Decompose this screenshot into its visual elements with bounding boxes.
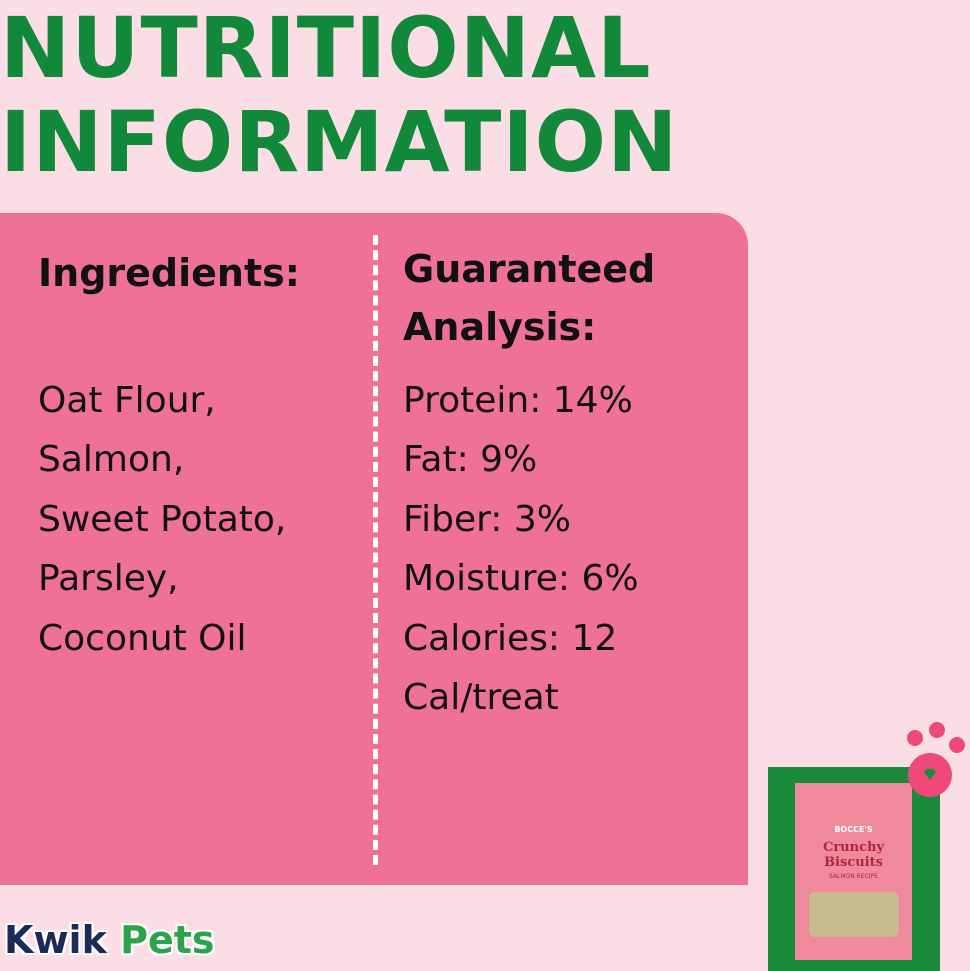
- brand-logo: Kwik Pets: [4, 918, 215, 962]
- title: NUTRITIONAL: [0, 0, 652, 97]
- list-item: Fat: 9%: [403, 439, 538, 481]
- list-item: Oat Flour,: [38, 380, 216, 421]
- divider: [373, 235, 378, 865]
- title: INFORMATION: [0, 93, 679, 191]
- heading: Ingredients:: [38, 251, 300, 295]
- product-text: SALMON RECIPE: [829, 873, 878, 880]
- list-item: Moisture: 6%: [403, 558, 639, 600]
- product-bag: BOCCE'S Crunchy Biscuits SALMON RECIPE: [795, 783, 912, 960]
- heading: Analysis:: [403, 305, 597, 349]
- paw-icon: [907, 722, 965, 797]
- list-item: Protein: 14%: [403, 380, 633, 421]
- heading: Guaranteed: [403, 247, 656, 291]
- brand-text: Pets: [120, 918, 215, 962]
- list-item: Calories: 12: [403, 617, 618, 659]
- product-text: BOCCE'S: [834, 825, 873, 834]
- product-text: Crunchy: [822, 840, 885, 855]
- product-window: [808, 892, 899, 937]
- list-item: Sweet Potato,: [38, 498, 287, 540]
- brand-text: Kwik: [4, 918, 107, 962]
- list-item: Cal/treat: [403, 677, 559, 718]
- list-item: Salmon,: [38, 439, 185, 481]
- list-item: Parsley,: [38, 558, 179, 600]
- list-item: Coconut Oil: [38, 617, 247, 659]
- list-item: Fiber: 3%: [403, 498, 571, 540]
- product-text: Biscuits: [824, 855, 883, 870]
